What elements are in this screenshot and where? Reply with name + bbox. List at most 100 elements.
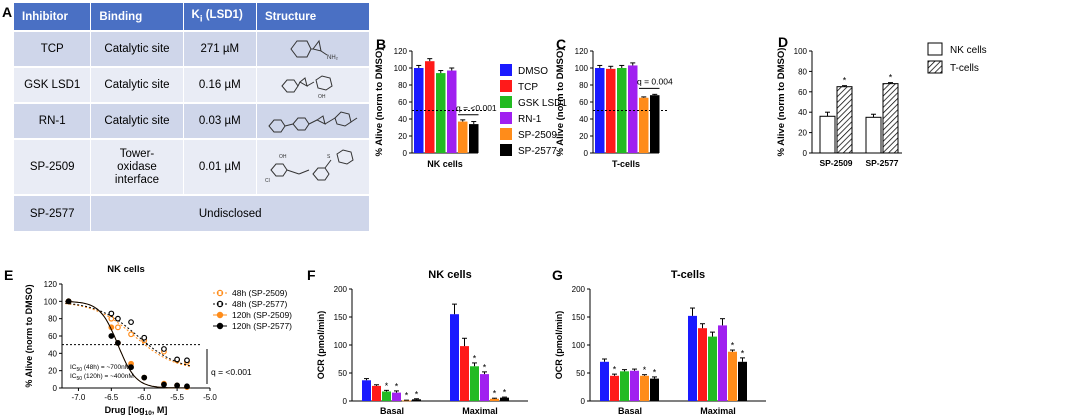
legend-d-label: NK cells bbox=[950, 45, 987, 56]
chart-D-star: * bbox=[889, 73, 893, 83]
curve-E-120h-sp-2577- bbox=[65, 301, 191, 389]
chart-F-star: * bbox=[415, 389, 419, 399]
ic-rest: (120h) = ~400nM bbox=[82, 373, 134, 380]
chart-C-y-tick-label: 120 bbox=[575, 47, 589, 56]
bar-G-tcp bbox=[610, 375, 619, 401]
chart-B-y-tick-label: 60 bbox=[398, 98, 407, 107]
point-E-48h-sp-2577- bbox=[174, 356, 181, 363]
bar-D-t-cells bbox=[882, 83, 899, 154]
svg-text:OH: OH bbox=[318, 94, 326, 100]
chart-F-star: * bbox=[503, 388, 507, 398]
chart-B-q-value: q = <0.001 bbox=[456, 103, 497, 113]
chart-D-x-tick-label: SP-2509 bbox=[819, 158, 852, 168]
header-ki: Ki (LSD1) bbox=[183, 3, 258, 31]
panel-label-d: D bbox=[778, 34, 788, 50]
bar-G-sp-2509 bbox=[728, 351, 737, 401]
point-E-120h-sp-2577- bbox=[115, 340, 121, 346]
chart-E-y-tick-label: 60 bbox=[48, 332, 57, 341]
point-E-120h-sp-2577- bbox=[65, 298, 72, 305]
chart-F-y-tick-label: 150 bbox=[334, 313, 348, 322]
panel-label-f: F bbox=[307, 267, 316, 283]
svg-text:Cl: Cl bbox=[265, 178, 270, 184]
chart-G-x-tick-label: Maximal bbox=[700, 406, 736, 416]
ic-sub: 50 bbox=[77, 367, 83, 373]
legend-d-swatch bbox=[927, 60, 943, 74]
bar-F-dmso bbox=[450, 314, 459, 401]
chart-G-star: * bbox=[613, 365, 617, 375]
bar-G-gsk-lsd1 bbox=[708, 336, 717, 401]
chart-C-y-tick-label: 0 bbox=[584, 149, 589, 158]
legend-swatch-sp-2577 bbox=[500, 144, 512, 156]
chart-C-q-value: q = 0.004 bbox=[637, 76, 673, 86]
bar-D-nk-cells bbox=[819, 115, 836, 154]
gsk-structure-image: OH bbox=[281, 75, 333, 100]
bar-F-sp-2577 bbox=[412, 399, 421, 401]
point-E-48h-sp-2577- bbox=[128, 319, 134, 326]
bar-F-gsk-lsd1 bbox=[470, 366, 479, 401]
chart-F-y-tick-label: 200 bbox=[334, 285, 348, 294]
chart-F-y-tick-label: 50 bbox=[338, 369, 347, 378]
binding-line-1: Tower- bbox=[119, 147, 155, 160]
chart-E-y-tick-label: 20 bbox=[48, 367, 57, 376]
tcp-structure-image: NH₂ bbox=[290, 39, 339, 61]
chart-G-star: * bbox=[643, 365, 647, 375]
chart-F-star: * bbox=[473, 353, 477, 363]
chart-E-x-tick-label: -6.5 bbox=[104, 393, 118, 402]
chart-E-y-tick-label: 100 bbox=[44, 297, 58, 306]
cell-ki: 0.16 µM bbox=[183, 66, 258, 103]
svg-text:S: S bbox=[327, 154, 331, 160]
panel-label-b: B bbox=[376, 36, 386, 52]
panel-label-e: E bbox=[4, 267, 13, 283]
cell-structure: NH₂ bbox=[256, 30, 370, 67]
chart-F-star: * bbox=[405, 391, 409, 401]
chart-B-y-label: % Alive (norm to DMSO) bbox=[374, 48, 385, 157]
bar-F-sp-2577 bbox=[500, 397, 509, 401]
ic-text: IC bbox=[70, 373, 77, 380]
cell-binding: Catalytic site bbox=[90, 30, 184, 67]
chart-G-title: T-cells bbox=[671, 269, 705, 281]
ic-rest: (48h) = ~700nM bbox=[82, 364, 130, 371]
curve-E-48h-sp-2509- bbox=[65, 303, 191, 367]
sp2509-structure-image: OH Cl S bbox=[265, 149, 354, 184]
legend-d-swatch bbox=[927, 42, 943, 56]
panel-label-a: A bbox=[2, 4, 13, 20]
legend-label: TCP bbox=[518, 82, 538, 93]
point-E-120h-sp-2577- bbox=[108, 333, 115, 339]
chart-D-y-tick-label: 20 bbox=[798, 129, 807, 138]
chart-B-y-tick-label: 120 bbox=[394, 47, 408, 56]
chart-G-y-tick-label: 50 bbox=[576, 369, 585, 378]
bar-C-dmso bbox=[595, 68, 605, 153]
chart-G-y-tick-label: 200 bbox=[572, 285, 586, 294]
cell-inhibitor: SP-2577 bbox=[14, 194, 92, 231]
cell-inhibitor: TCP bbox=[14, 30, 92, 67]
chart-C-y-tick-label: 60 bbox=[579, 98, 588, 107]
svg-text:NH₂: NH₂ bbox=[327, 55, 339, 61]
cell-ki: 271 µM bbox=[183, 30, 258, 67]
chart-D-y-tick-label: 0 bbox=[803, 149, 808, 158]
chart-E-ic50-48h: IC50 (48h) = ~700nM bbox=[70, 364, 130, 373]
table-header-row: Inhibitor Binding Ki (LSD1) Structure bbox=[14, 3, 370, 31]
chart-D-y-tick-label: 60 bbox=[798, 88, 807, 97]
chart-G-x-tick-label: Basal bbox=[618, 406, 642, 416]
ic-sub: 50 bbox=[77, 376, 83, 382]
chart-B-y-tick-label: 0 bbox=[403, 149, 408, 158]
header-structure: Structure bbox=[256, 3, 370, 31]
chart-F-star: * bbox=[395, 381, 399, 391]
point-E-48h-sp-2509- bbox=[115, 324, 121, 331]
bar-G-sp-2577 bbox=[650, 378, 659, 401]
point-E-48h-sp-2577- bbox=[141, 334, 148, 341]
bar-G-rn-1 bbox=[718, 325, 727, 401]
bar-G-gsk-lsd1 bbox=[620, 371, 629, 401]
cell-inhibitor: SP-2509 bbox=[14, 138, 92, 195]
legend-label: SP-2577 bbox=[518, 146, 557, 157]
bar-C-sp-2509 bbox=[639, 97, 649, 153]
point-E-120h-sp-2577- bbox=[128, 364, 134, 371]
chart-F-y-label: OCR (pmol/min) bbox=[316, 311, 326, 380]
panel-label-c: C bbox=[556, 36, 566, 52]
chart-D-y-label: % Alive (norm to DMSO) bbox=[776, 48, 787, 157]
rn1-structure-image bbox=[268, 111, 358, 133]
legend-swatch-dmso bbox=[500, 64, 512, 76]
curve-E-48h-sp-2577- bbox=[65, 302, 191, 367]
chart-C-y-tick-label: 40 bbox=[579, 115, 588, 124]
